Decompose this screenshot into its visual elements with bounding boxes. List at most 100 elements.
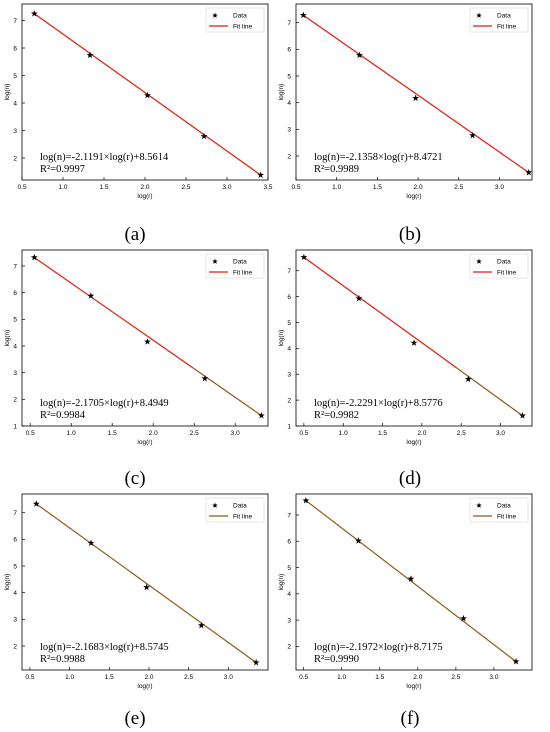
x-tick-label: 1.0 xyxy=(58,184,67,191)
x-axis-label: log(r) xyxy=(137,439,152,446)
data-point xyxy=(86,51,94,59)
y-tick-label: 4 xyxy=(13,590,17,597)
y-tick-label: 5 xyxy=(13,73,17,80)
fit-equation: log(n)=-2.1191×log(r)+8.5614 xyxy=(40,152,169,163)
legend-label-data: Data xyxy=(233,503,247,510)
y-tick-label: 3 xyxy=(13,617,17,624)
panel-caption: (a) xyxy=(124,224,145,245)
fit-equation: log(n)=-2.1705×log(r)+8.4949 xyxy=(40,398,169,409)
y-tick-label: 1 xyxy=(13,423,17,430)
y-tick-label: 2 xyxy=(287,397,291,404)
data-point xyxy=(519,412,526,419)
y-tick-label: 2 xyxy=(13,155,17,162)
x-tick-label: 0.5 xyxy=(291,184,300,191)
fit-line xyxy=(33,256,194,369)
panel-caption: (c) xyxy=(124,468,145,489)
x-tick-label: 2.0 xyxy=(413,674,422,681)
y-tick-label: 7 xyxy=(13,510,17,517)
data-point xyxy=(469,131,477,139)
legend-label-data: Data xyxy=(233,259,247,266)
y-tick-label: 5 xyxy=(13,317,17,324)
data-point xyxy=(197,621,205,629)
r-squared: R²=0.9988 xyxy=(40,654,85,665)
y-tick-label: 5 xyxy=(13,563,17,570)
x-tick-label: 3.5 xyxy=(263,184,272,191)
r-squared: R²=0.9989 xyxy=(314,164,359,175)
y-tick-label: 5 xyxy=(287,320,291,327)
legend-box xyxy=(469,7,529,33)
x-tick-label: 0.5 xyxy=(26,430,35,437)
panel-caption: (b) xyxy=(399,224,421,245)
y-tick-label: 2 xyxy=(287,153,291,160)
y-tick-label: 6 xyxy=(287,294,291,301)
x-axis-label: log(r) xyxy=(406,439,421,446)
fit-line xyxy=(305,500,517,663)
x-tick-label: 0.5 xyxy=(299,430,308,437)
y-tick-label: 5 xyxy=(287,565,291,572)
legend-box xyxy=(205,253,265,279)
legend-label-fit: Fit line xyxy=(233,514,253,521)
y-tick-label: 6 xyxy=(287,539,291,546)
legend-box xyxy=(205,7,265,33)
y-tick-label: 6 xyxy=(13,537,17,544)
x-tick-label: 1.0 xyxy=(65,674,74,681)
panel-caption: (f) xyxy=(401,708,420,729)
y-axis-label: log(n) xyxy=(278,84,285,101)
fit-line-segment xyxy=(456,367,523,417)
y-tick-label: 7 xyxy=(287,512,291,519)
y-tick-label: 2 xyxy=(13,643,17,650)
legend-box xyxy=(469,253,529,279)
x-axis-label: log(r) xyxy=(137,193,152,200)
x-tick-label: 1.5 xyxy=(378,430,387,437)
y-tick-label: 2 xyxy=(287,644,291,651)
x-tick-label: 3.0 xyxy=(496,430,505,437)
y-tick-label: 3 xyxy=(13,370,17,377)
plot-frame xyxy=(295,493,533,671)
y-tick-label: 4 xyxy=(287,591,291,598)
chart-panel-f: 0.5 1.0 1.5 2.0 2.5 3.0 2 3 4 5 6 7 log(r) log(n) Data… xyxy=(278,493,533,729)
x-axis-label: log(r) xyxy=(137,683,152,690)
x-tick-label: 1.0 xyxy=(332,184,341,191)
x-tick-label: 2.5 xyxy=(457,430,466,437)
y-tick-label: 7 xyxy=(287,268,291,275)
x-tick-label: 2.5 xyxy=(190,430,199,437)
chart-panel-a: 0.5 1.0 1.5 2.0 2.5 3.0 3.5 2 3 4 5 6 7 log(r) log(n) D… xyxy=(4,3,273,245)
fit-line-segment xyxy=(192,367,262,417)
x-tick-label: 2.5 xyxy=(454,184,463,191)
legend-label-data: Data xyxy=(497,259,511,266)
x-tick-label: 3.0 xyxy=(489,674,498,681)
r-squared: R²=0.9982 xyxy=(314,410,359,421)
legend-label-fit: Fit line xyxy=(497,514,517,521)
x-axis-label: log(r) xyxy=(406,193,421,200)
x-tick-label: 2.5 xyxy=(184,674,193,681)
x-tick-label: 2.0 xyxy=(140,184,149,191)
r-squared: R²=0.9984 xyxy=(40,410,86,421)
x-tick-label: 3.0 xyxy=(495,184,504,191)
x-tick-label: 1.5 xyxy=(99,184,108,191)
y-tick-label: 7 xyxy=(287,20,291,27)
x-tick-label: 1.5 xyxy=(108,430,117,437)
y-tick-label: 3 xyxy=(287,372,291,379)
legend-label-fit: Fit line xyxy=(233,270,253,277)
data-point xyxy=(512,657,520,665)
x-tick-label: 2.0 xyxy=(144,674,153,681)
y-tick-label: 7 xyxy=(13,18,17,25)
legend-label-data: Data xyxy=(233,13,247,20)
y-axis-label: log(n) xyxy=(278,574,285,591)
r-squared: R²=0.9990 xyxy=(314,654,359,665)
x-tick-label: 0.5 xyxy=(25,674,34,681)
x-tick-label: 3.0 xyxy=(224,674,233,681)
data-point xyxy=(144,338,151,345)
chart-panel-e: 0.5 1.0 1.5 2.0 2.5 3.0 2 3 4 5 6 7 log(r) log(n) Data… xyxy=(4,493,269,729)
chart-panel-d: 0.5 1.0 1.5 2.0 2.5 3.0 1 2 3 4 5 6 7 log(r) log(n) Dat… xyxy=(278,249,533,489)
legend-label-fit: Fit line xyxy=(233,24,253,31)
x-axis-label: log(r) xyxy=(406,683,421,690)
fit-line xyxy=(35,503,257,664)
y-tick-label: 3 xyxy=(287,617,291,624)
plot-frame xyxy=(295,249,533,427)
data-point xyxy=(257,171,265,178)
legend-box xyxy=(469,497,529,523)
y-tick-label: 7 xyxy=(13,263,17,270)
legend-box xyxy=(205,497,265,523)
